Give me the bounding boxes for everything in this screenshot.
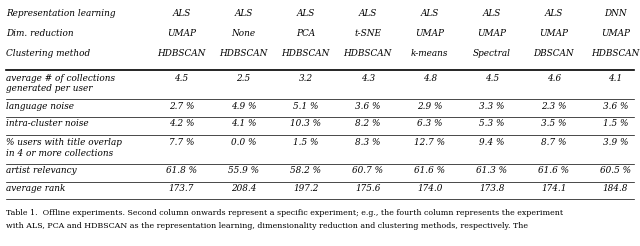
Text: 7.7 %: 7.7 % bbox=[169, 138, 194, 147]
Text: 61.6 %: 61.6 % bbox=[538, 166, 570, 175]
Text: 61.3 %: 61.3 % bbox=[476, 166, 508, 175]
Text: 3.2: 3.2 bbox=[298, 74, 313, 83]
Text: ALS: ALS bbox=[420, 9, 439, 18]
Text: 60.5 %: 60.5 % bbox=[600, 166, 631, 175]
Text: t-SNE: t-SNE bbox=[354, 29, 381, 38]
Text: 4.9 %: 4.9 % bbox=[231, 102, 256, 110]
Text: 60.7 %: 60.7 % bbox=[352, 166, 383, 175]
Text: 5.3 %: 5.3 % bbox=[479, 119, 504, 128]
Text: intra-cluster noise: intra-cluster noise bbox=[6, 119, 89, 128]
Text: Clustering method: Clustering method bbox=[6, 49, 90, 58]
Text: UMAP: UMAP bbox=[415, 29, 444, 38]
Text: 4.1: 4.1 bbox=[608, 74, 623, 83]
Text: 4.1 %: 4.1 % bbox=[231, 119, 256, 128]
Text: 184.8: 184.8 bbox=[603, 184, 628, 193]
Text: average rank: average rank bbox=[6, 184, 66, 193]
Text: 8.7 %: 8.7 % bbox=[541, 138, 566, 147]
Text: Representation learning: Representation learning bbox=[6, 9, 116, 18]
Text: UMAP: UMAP bbox=[477, 29, 506, 38]
Text: artist relevancy: artist relevancy bbox=[6, 166, 77, 175]
Text: 2.3 %: 2.3 % bbox=[541, 102, 566, 110]
Text: 3.9 %: 3.9 % bbox=[603, 138, 628, 147]
Text: Dim. reduction: Dim. reduction bbox=[6, 29, 74, 38]
Text: 61.6 %: 61.6 % bbox=[414, 166, 445, 175]
Text: 61.8 %: 61.8 % bbox=[166, 166, 197, 175]
Text: 174.0: 174.0 bbox=[417, 184, 442, 193]
Text: 197.2: 197.2 bbox=[293, 184, 318, 193]
Text: Spectral: Spectral bbox=[473, 49, 511, 58]
Text: 58.2 %: 58.2 % bbox=[290, 166, 321, 175]
Text: UMAP: UMAP bbox=[601, 29, 630, 38]
Text: DBSCAN: DBSCAN bbox=[534, 49, 574, 58]
Text: Table 1.  Offline experiments. Second column onwards represent a specific experi: Table 1. Offline experiments. Second col… bbox=[6, 209, 564, 217]
Text: 10.3 %: 10.3 % bbox=[290, 119, 321, 128]
Text: 175.6: 175.6 bbox=[355, 184, 380, 193]
Text: 5.1 %: 5.1 % bbox=[293, 102, 318, 110]
Text: 173.8: 173.8 bbox=[479, 184, 504, 193]
Text: 1.5 %: 1.5 % bbox=[603, 119, 628, 128]
Text: DNN: DNN bbox=[604, 9, 627, 18]
Text: ALS: ALS bbox=[172, 9, 191, 18]
Text: 3.6 %: 3.6 % bbox=[355, 102, 380, 110]
Text: average # of collections
generated per user: average # of collections generated per u… bbox=[6, 74, 115, 93]
Text: HDBSCAN: HDBSCAN bbox=[282, 49, 330, 58]
Text: 1.5 %: 1.5 % bbox=[293, 138, 318, 147]
Text: with ALS, PCA and HDBSCAN as the representation learning, dimensionality reducti: with ALS, PCA and HDBSCAN as the represe… bbox=[6, 222, 529, 230]
Text: UMAP: UMAP bbox=[167, 29, 196, 38]
Text: 8.3 %: 8.3 % bbox=[355, 138, 380, 147]
Text: 0.0 %: 0.0 % bbox=[231, 138, 256, 147]
Text: ALS: ALS bbox=[358, 9, 377, 18]
Text: ALS: ALS bbox=[483, 9, 501, 18]
Text: 2.9 %: 2.9 % bbox=[417, 102, 442, 110]
Text: HDBSCAN: HDBSCAN bbox=[591, 49, 639, 58]
Text: 55.9 %: 55.9 % bbox=[228, 166, 259, 175]
Text: % users with title overlap
in 4 or more collections: % users with title overlap in 4 or more … bbox=[6, 138, 122, 158]
Text: ALS: ALS bbox=[545, 9, 563, 18]
Text: HDBSCAN: HDBSCAN bbox=[157, 49, 205, 58]
Text: 174.1: 174.1 bbox=[541, 184, 566, 193]
Text: 4.2 %: 4.2 % bbox=[169, 119, 194, 128]
Text: 12.7 %: 12.7 % bbox=[414, 138, 445, 147]
Text: 3.6 %: 3.6 % bbox=[603, 102, 628, 110]
Text: 4.3: 4.3 bbox=[360, 74, 375, 83]
Text: 4.6: 4.6 bbox=[547, 74, 561, 83]
Text: 8.2 %: 8.2 % bbox=[355, 119, 380, 128]
Text: 2.5: 2.5 bbox=[236, 74, 251, 83]
Text: 6.3 %: 6.3 % bbox=[417, 119, 442, 128]
Text: PCA: PCA bbox=[296, 29, 315, 38]
Text: None: None bbox=[232, 29, 255, 38]
Text: language noise: language noise bbox=[6, 102, 74, 110]
Text: 3.5 %: 3.5 % bbox=[541, 119, 566, 128]
Text: k-means: k-means bbox=[411, 49, 449, 58]
Text: ALS: ALS bbox=[296, 9, 315, 18]
Text: 9.4 %: 9.4 % bbox=[479, 138, 504, 147]
Text: 2.7 %: 2.7 % bbox=[169, 102, 194, 110]
Text: 4.8: 4.8 bbox=[422, 74, 437, 83]
Text: HDBSCAN: HDBSCAN bbox=[220, 49, 268, 58]
Text: ALS: ALS bbox=[234, 9, 253, 18]
Text: 173.7: 173.7 bbox=[169, 184, 194, 193]
Text: 208.4: 208.4 bbox=[231, 184, 256, 193]
Text: 4.5: 4.5 bbox=[174, 74, 189, 83]
Text: HDBSCAN: HDBSCAN bbox=[344, 49, 392, 58]
Text: 3.3 %: 3.3 % bbox=[479, 102, 504, 110]
Text: UMAP: UMAP bbox=[540, 29, 568, 38]
Text: 4.5: 4.5 bbox=[484, 74, 499, 83]
